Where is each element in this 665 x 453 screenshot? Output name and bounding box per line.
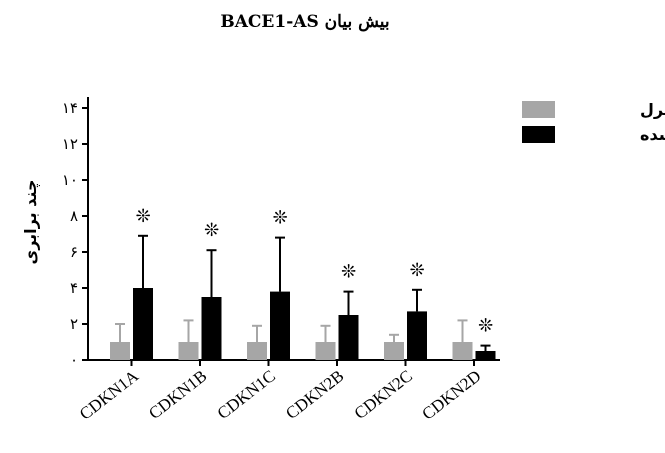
chart-title: بیش بیان BACE1-AS (220, 12, 389, 32)
bar-control (315, 342, 336, 360)
category-label: CDKN1A (76, 366, 143, 424)
legend-label-control: کنترل (640, 100, 665, 119)
bar-infected (201, 297, 222, 360)
y-tick-label: ۶ (70, 243, 78, 261)
bar-infected (407, 311, 427, 360)
significance-marker: ❊ (204, 220, 219, 241)
legend-swatch-infected (522, 126, 555, 143)
significance-marker: ❊ (478, 316, 493, 337)
y-tick-label: ۱۴ (62, 99, 78, 117)
significance-marker: ❊ (135, 206, 150, 227)
legend-label-infected: عفونی شده (640, 125, 665, 144)
bar-control (452, 342, 473, 360)
significance-marker: ❊ (341, 262, 356, 283)
category-label: CDKN2D (418, 366, 484, 423)
category-label: CDKN1B (145, 366, 210, 423)
y-axis-label: چند برابری (21, 180, 41, 265)
category-label: CDKN2C (351, 366, 416, 423)
significance-marker: ❊ (409, 260, 424, 281)
legend: کنترل عفونی شده (522, 100, 665, 144)
y-tick-label: ۱۰ (62, 171, 78, 189)
bar-control (384, 342, 404, 360)
y-tick-label: ۲ (70, 315, 78, 333)
y-tick-label: ۱۲ (62, 135, 78, 153)
category-label: CDKN2B (282, 366, 347, 423)
y-tick-label: ۰ (70, 351, 78, 369)
y-tick-label: ۸ (70, 207, 78, 225)
y-tick-label: ۴ (70, 279, 78, 297)
significance-marker: ❊ (272, 208, 287, 229)
bar-control (247, 342, 267, 360)
bar-infected (338, 315, 359, 360)
bar-infected (475, 351, 496, 360)
bar-infected (270, 291, 290, 360)
legend-swatch-control (522, 101, 555, 118)
bar-control (178, 342, 199, 360)
bars: ❊ ❊ ❊ ❊ ❊ ❊ (110, 206, 496, 360)
category-label: CDKN1C (214, 366, 279, 423)
bar-control (110, 342, 130, 360)
bar-infected (133, 288, 153, 360)
